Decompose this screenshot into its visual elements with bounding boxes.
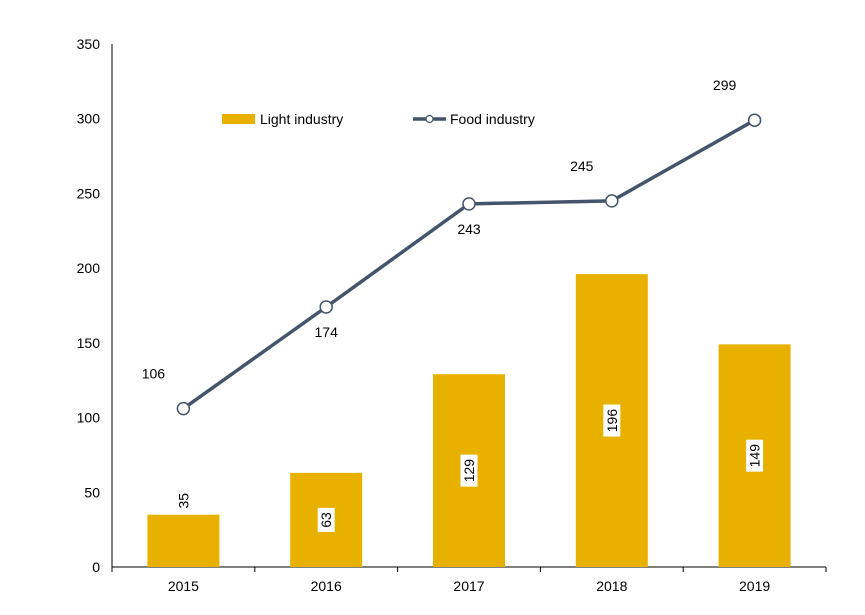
bar-data-label: 149 <box>747 444 763 468</box>
y-tick-label: 350 <box>77 36 101 52</box>
legend-label-food-industry: Food industry <box>450 111 535 127</box>
bar-data-label: 35 <box>175 493 191 509</box>
bar-label-background <box>603 404 621 437</box>
point-food-industry <box>462 197 476 211</box>
y-tick-label: 0 <box>92 559 100 575</box>
y-tick-label: 100 <box>77 410 101 426</box>
x-axis: 2015 2016 2017 2018 2019 <box>111 566 827 594</box>
y-tick-label: 300 <box>77 111 101 127</box>
bar-data-label: 129 <box>461 459 477 483</box>
point-food-industry <box>605 194 619 208</box>
light-industry-data-labels: 35 63 129 196 149 <box>175 404 764 532</box>
y-tick-labels: 0 50 100 150 200 250 300 350 <box>77 36 101 575</box>
line-data-label: 245 <box>570 158 594 174</box>
y-tick-label: 250 <box>77 185 101 201</box>
y-tick-label: 150 <box>77 335 101 351</box>
point-food-industry <box>747 113 762 127</box>
legend: Light industry Food industry <box>222 111 535 127</box>
bar-data-label: 63 <box>318 512 334 528</box>
bar-data-label: 196 <box>604 409 620 433</box>
x-tick-label: 2015 <box>168 578 199 594</box>
x-tick-label: 2016 <box>311 578 342 594</box>
light-industry-bars <box>147 274 791 567</box>
x-tick-label: 2017 <box>453 578 484 594</box>
y-tick-label: 200 <box>77 260 101 276</box>
legend-swatch-light-industry <box>222 114 255 124</box>
food-industry-data-labels: 106 174 243 245 299 <box>142 77 737 381</box>
bar-label-background <box>317 507 335 532</box>
bar-label-background <box>460 454 478 487</box>
bar-label-background <box>746 439 764 472</box>
line-data-label: 106 <box>142 366 166 382</box>
legend-label-light-industry: Light industry <box>260 111 343 127</box>
legend-swatch-food-industry-marker <box>425 114 434 124</box>
y-axis: 0 50 100 150 200 250 300 350 <box>77 36 113 575</box>
line-data-label: 243 <box>457 221 481 237</box>
food-industry-series <box>176 113 762 416</box>
line-food-industry <box>182 118 756 411</box>
x-tick-label: 2019 <box>739 578 770 594</box>
line-data-label: 174 <box>315 324 339 340</box>
bar-light-industry <box>147 514 220 567</box>
x-tick-label: 2018 <box>596 578 627 594</box>
point-food-industry <box>319 300 333 314</box>
line-data-label: 299 <box>713 77 737 93</box>
x-tick-labels: 2015 2016 2017 2018 2019 <box>111 567 827 594</box>
y-tick-label: 50 <box>84 484 100 500</box>
point-food-industry <box>176 401 191 416</box>
